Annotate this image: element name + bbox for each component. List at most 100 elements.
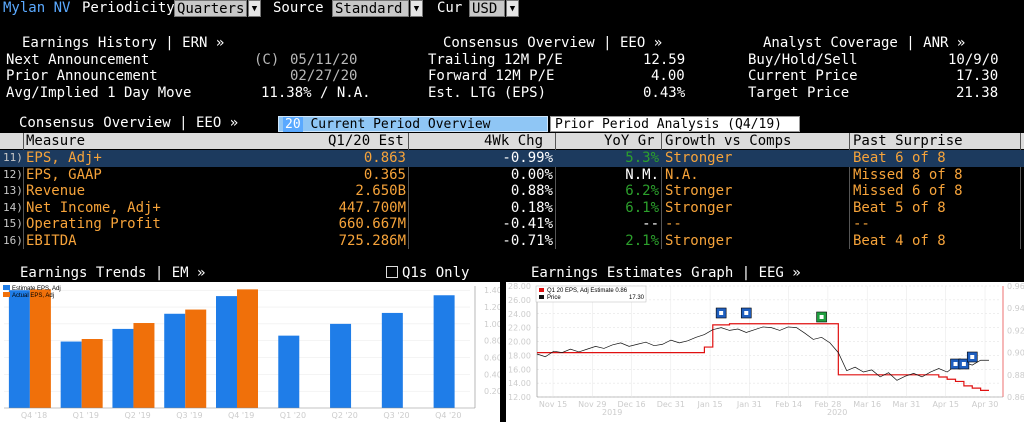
change-cell: 0.00% (510, 166, 553, 183)
left-axis-label: 12.00 (508, 393, 531, 402)
periodicity-dropdown[interactable]: Quarters ▼ (174, 0, 261, 17)
tab-prior-period-label: Prior Period Analysis (Q4/19) (555, 117, 782, 132)
surprise-cell: Beat 6 of 8 (853, 150, 946, 166)
right-axis-label: 0.96 (1007, 282, 1024, 291)
ltg-label: Est. LTG (EPS) (428, 85, 547, 101)
right-axis-label: 0.90 (1007, 349, 1024, 358)
estimate-line (537, 323, 989, 391)
x-tick-label: Jan 31 (736, 400, 762, 409)
event-marker-glyph (953, 362, 958, 366)
col-yoy[interactable]: YoY Gr (604, 133, 655, 149)
row-number: 15) (3, 217, 23, 230)
earnings-trends-link[interactable]: Earnings Trends | EM » (20, 265, 206, 281)
overview-section-link[interactable]: Consensus Overview | EEO » (19, 115, 239, 131)
analyst-coverage-link[interactable]: Analyst Coverage | ANR » (763, 35, 966, 51)
left-axis-label: 22.00 (508, 324, 531, 333)
change-cell: 0.88% (510, 183, 553, 199)
table-row[interactable]: 16) EBITDA 725.286M -0.71% 2.1% Stronger Beat … (0, 233, 1024, 250)
left-axis-label: 20.00 (508, 338, 531, 347)
buy-hold-sell-label: Buy/Hold/Sell (748, 52, 858, 68)
table-row[interactable]: 13) Revenue 2.650B 0.88% 6.2% Stronger Missed … (0, 183, 1024, 200)
comps-cell: Stronger (665, 232, 733, 249)
source-dropdown[interactable]: Standard ▼ (332, 0, 423, 17)
tab-number: 20 (283, 117, 303, 132)
periodicity-label: Periodicity (82, 0, 175, 16)
forward-pe-value: 4.00 (651, 68, 685, 84)
earnings-history-link[interactable]: Earnings History | ERN » (22, 35, 225, 51)
right-axis-label: 0.86 (1007, 393, 1024, 402)
left-axis-label: 16.00 (508, 365, 531, 374)
yoy-cell: -- (642, 216, 659, 232)
x-tick-label: Jan 15 (697, 400, 723, 409)
legend-estimate: Estimate EPS, Adj (12, 286, 61, 292)
tab-current-period[interactable]: 20 Current Period Overview (Q1/20) (278, 116, 548, 147)
col-4wk-chg[interactable]: 4Wk Chg (484, 133, 544, 149)
year-label: 2019 (602, 408, 622, 417)
row-number: 16) (3, 233, 23, 247)
col-measure[interactable]: Measure (26, 133, 86, 149)
x-tick-label: Nov 29 (578, 400, 606, 409)
table-row[interactable]: 12) EPS, GAAP 0.365 0.00% N.M. N.A. Missed 8 o… (0, 167, 1024, 184)
surprise-cell: Missed 6 of 8 (853, 183, 963, 199)
comps-cell: Stronger (665, 183, 733, 199)
measure-cell: Net Income, Adj+ (26, 199, 161, 216)
table-row[interactable]: 11) EPS, Adj+ 0.863 -0.99% 5.3% Stronger Beat … (0, 150, 1024, 167)
event-marker-glyph (719, 311, 724, 315)
change-cell: 0.18% (510, 199, 553, 216)
trailing-pe-label: Trailing 12M P/E (428, 52, 563, 68)
event-marker-glyph (744, 311, 749, 315)
legend-actual: Actual EPS, Adj (12, 293, 54, 299)
legend-price-value: 17.30 (629, 295, 645, 301)
estimate-cell: 2.650B (355, 183, 406, 199)
target-price-label: Target Price (748, 85, 850, 101)
measure-cell: EBITDA (26, 232, 77, 249)
estimates-graph-link[interactable]: Earnings Estimates Graph | EEG » (531, 265, 801, 281)
left-axis-label: 18.00 (508, 351, 531, 360)
trailing-pe-value: 12.59 (643, 52, 686, 68)
left-axis-label: 14.00 (508, 379, 531, 388)
measure-cell: Revenue (26, 183, 86, 199)
tab-prior-period[interactable]: Prior Period Analysis (Q4/19) (550, 116, 800, 132)
x-tick-label: Apr 30 (972, 400, 999, 409)
comps-cell: Stronger (665, 199, 733, 216)
current-price-value: 17.30 (956, 68, 999, 84)
y-tick-label: 1.00 (484, 320, 500, 329)
x-tick-label: Q3 '20 (383, 411, 409, 420)
left-axis-label: 28.00 (508, 282, 531, 291)
day-move-label: Avg/Implied 1 Day Move (6, 85, 192, 101)
price-line (536, 326, 989, 381)
x-tick-label: Q4 '20 (435, 411, 461, 420)
legend-estimate-line: Q1 20 EPS, Adj Estimate 0.86 (547, 288, 628, 294)
surprise-cell: -- (853, 216, 870, 232)
company-name[interactable]: Mylan NV (3, 0, 71, 16)
q1s-only-toggle[interactable]: Q1s Only (386, 265, 469, 281)
legend-price-line: Price (547, 295, 561, 301)
change-cell: -0.71% (502, 232, 553, 249)
change-cell: -0.99% (502, 150, 553, 166)
yoy-cell: 2.1% (625, 232, 659, 249)
periodicity-value: Quarters (174, 0, 247, 17)
y-tick-label: 0.20 (484, 387, 500, 396)
estimate-cell: 660.667M (338, 216, 406, 232)
col-growth-vs-comps[interactable]: Growth vs Comps (665, 133, 792, 149)
table-row[interactable]: 14) Net Income, Adj+ 447.700M 0.18% 6.1% Stro… (0, 200, 1024, 217)
estimate-bar (216, 296, 237, 408)
left-axis-label: 24.00 (508, 310, 531, 319)
event-marker-glyph (819, 315, 824, 319)
x-tick-label: Q4 '18 (21, 411, 47, 420)
currency-dropdown[interactable]: USD ▼ (469, 0, 519, 17)
estimate-bar (60, 341, 82, 408)
earnings-estimates-graph: 28.00 26.00 24.00 22.00 20.00 18.00 16.00 14.00… (506, 282, 1024, 422)
col-past-surprise[interactable]: Past Surprise (853, 133, 963, 149)
estimate-bar (8, 290, 30, 408)
currency-label: Cur (437, 0, 463, 16)
row-number: 11) (3, 151, 23, 164)
source-label: Source (273, 0, 324, 16)
table-row[interactable]: 15) Operating Profit 660.667M -0.41% -- -- -- (0, 216, 1024, 233)
current-price-label: Current Price (748, 68, 858, 84)
consensus-overview-link[interactable]: Consensus Overview | EEO » (443, 35, 663, 51)
estimate-bar (330, 323, 352, 408)
change-cell: -0.41% (502, 216, 553, 232)
col-est[interactable]: Q1/20 Est (328, 133, 404, 149)
y-tick-label: 0.40 (484, 370, 500, 379)
